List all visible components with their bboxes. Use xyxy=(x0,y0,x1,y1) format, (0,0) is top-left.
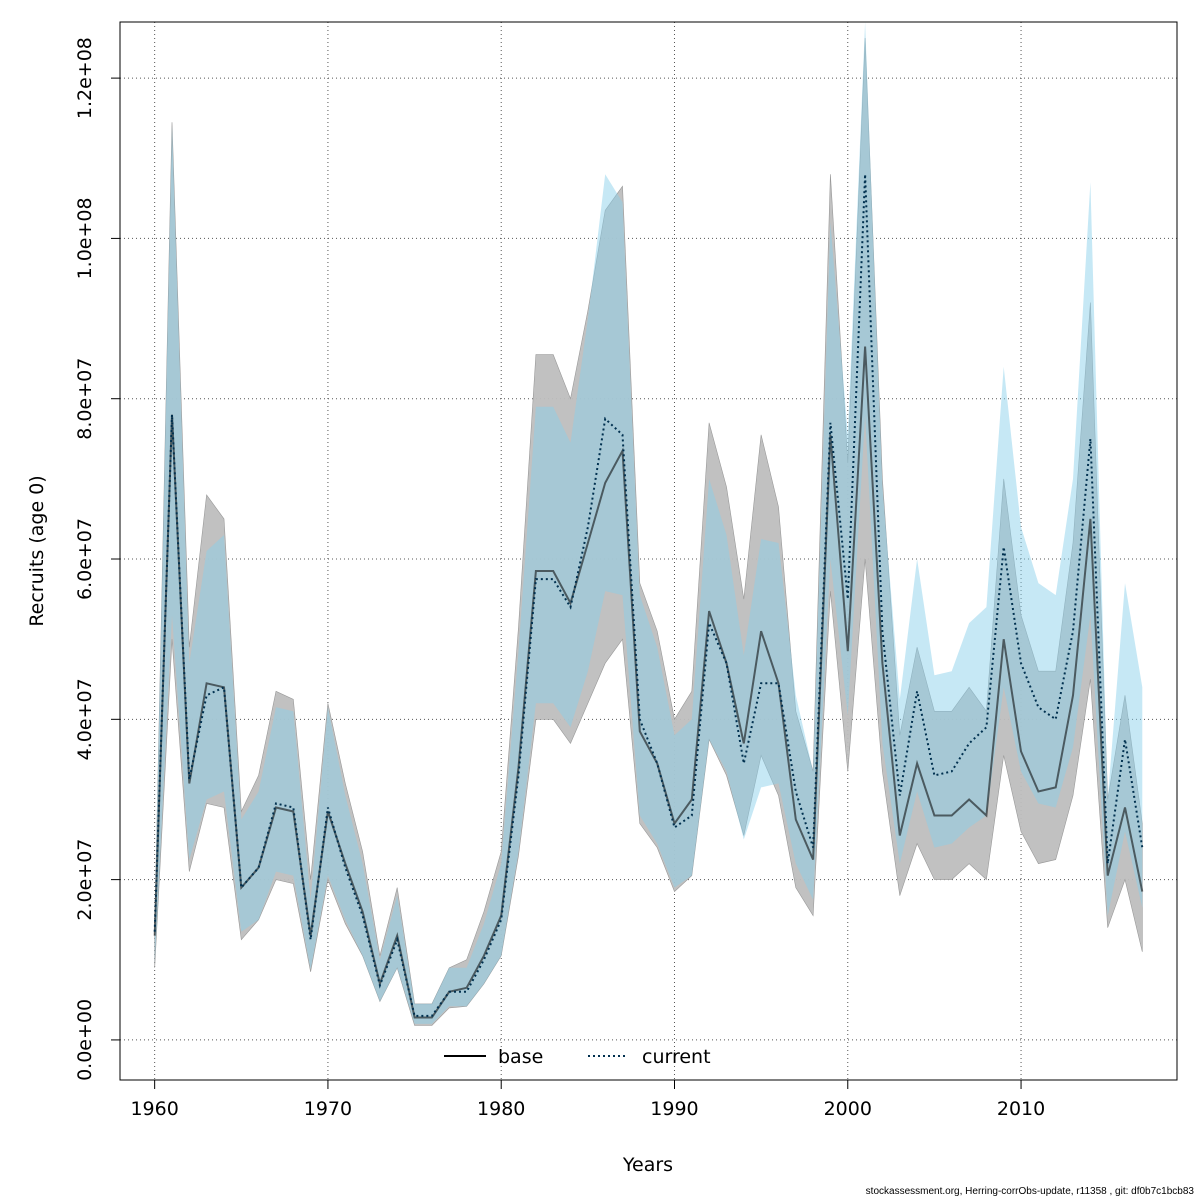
y-tick-label: 6.0e+07 xyxy=(74,518,96,600)
x-axis: 1960 1970 1980 1990 2000 2010 xyxy=(130,1079,1045,1120)
x-axis-title: Years xyxy=(622,1154,673,1176)
y-tick-label: 2.0e+07 xyxy=(74,839,96,921)
line-current xyxy=(153,174,1144,1017)
band-base xyxy=(154,37,1143,1026)
y-axis-title: Recruits (age 0) xyxy=(26,475,48,626)
legend: base current xyxy=(444,1046,711,1068)
y-tick-label: 8.0e+07 xyxy=(74,358,96,440)
legend-current-label: current xyxy=(642,1046,711,1068)
series-lines xyxy=(153,174,1144,1019)
x-tick-label: 1970 xyxy=(304,1098,352,1120)
x-tick-label: 2000 xyxy=(824,1098,872,1120)
y-tick-label: 1.0e+08 xyxy=(74,197,96,279)
confidence-bands xyxy=(154,22,1143,1026)
x-tick-label: 1990 xyxy=(650,1098,698,1120)
footer-credit: stockassessment.org, Herring-corrObs-upd… xyxy=(865,1186,1194,1197)
x-tick-label: 1980 xyxy=(477,1098,525,1120)
legend-base-label: base xyxy=(498,1046,543,1068)
x-tick-label: 1960 xyxy=(130,1098,178,1120)
y-tick-label: 0.0e+00 xyxy=(74,999,96,1081)
y-tick-label: 4.0e+07 xyxy=(74,678,96,760)
line-base xyxy=(153,346,1144,1019)
x-tick-label: 2010 xyxy=(997,1098,1045,1120)
y-axis: 0.0e+00 2.0e+07 4.0e+07 6.0e+07 8.0e+07 1.0e+… xyxy=(74,37,121,1081)
y-tick-label: 1.2e+08 xyxy=(74,37,96,119)
band-current xyxy=(154,22,1143,1024)
